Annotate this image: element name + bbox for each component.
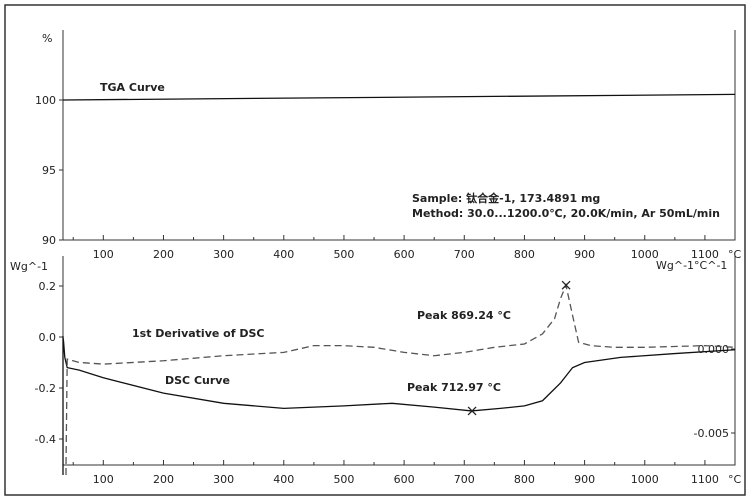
bottom-xtick-label: 700 bbox=[454, 473, 475, 486]
top-xtick-label: 1000 bbox=[631, 248, 659, 261]
top-xtick-label: 600 bbox=[394, 248, 415, 261]
dsc-peak-marker bbox=[467, 406, 477, 416]
bottom-xtick-label: 600 bbox=[394, 473, 415, 486]
bottom-ytick-label: 0.0 bbox=[39, 331, 57, 344]
top-xtick-label: 400 bbox=[273, 248, 294, 261]
bottom-ylabel: Wg^-1 bbox=[10, 260, 48, 273]
bottom-xtick-label: 900 bbox=[574, 473, 595, 486]
peak-dsc-label: Peak 712.97 °C bbox=[407, 381, 501, 394]
right-ytick-label: -0.005 bbox=[694, 427, 729, 440]
bottom-xtick-label: 1000 bbox=[631, 473, 659, 486]
top-axes bbox=[62, 30, 736, 241]
bottom-xtick-label: 200 bbox=[153, 473, 174, 486]
bottom-xtick-label: 300 bbox=[213, 473, 234, 486]
bottom-ytick-label: 0.2 bbox=[39, 280, 57, 293]
sample-text: Sample: 钛合金-1, 173.4891 mg bbox=[412, 191, 600, 205]
outer-frame bbox=[4, 4, 746, 496]
top-ytick-label: 100 bbox=[35, 94, 56, 107]
top-xtick-label: 900 bbox=[574, 248, 595, 261]
top-ylabel: % bbox=[42, 32, 52, 45]
top-ytick-label: 90 bbox=[42, 234, 56, 247]
right-ytick-label: 0.000 bbox=[698, 343, 730, 356]
top-xtick-label: 800 bbox=[514, 248, 535, 261]
tga-curve bbox=[62, 93, 736, 101]
bottom-xtick-label: 500 bbox=[333, 473, 354, 486]
bottom-xunit: °C bbox=[728, 473, 742, 486]
bottom-ytick-label: -0.4 bbox=[35, 433, 56, 446]
top-xtick-label: 500 bbox=[333, 248, 354, 261]
bottom-xtick-label: 100 bbox=[93, 473, 114, 486]
bottom-xtick-label: 1100 bbox=[691, 473, 719, 486]
bottom-xtick-label: 800 bbox=[514, 473, 535, 486]
derivative-curve bbox=[65, 282, 736, 475]
right-ylabel: Wg^-1°C^-1 bbox=[656, 259, 727, 272]
peak-deriv-label: Peak 869.24 °C bbox=[417, 309, 511, 322]
top-xtick-label: 200 bbox=[153, 248, 174, 261]
bottom-xtick-label: 400 bbox=[273, 473, 294, 486]
derivative-peak-marker bbox=[561, 280, 571, 290]
top-xtick-label: 700 bbox=[454, 248, 475, 261]
top-ytick-label: 95 bbox=[42, 164, 56, 177]
method-text: Method: 30.0...1200.0℃, 20.0K/min, Ar 50… bbox=[412, 207, 720, 220]
top-xtick-label: 100 bbox=[93, 248, 114, 261]
bottom-ytick-label: -0.2 bbox=[35, 382, 56, 395]
top-xtick-label: 1100 bbox=[691, 248, 719, 261]
top-xunit: °C bbox=[728, 248, 742, 261]
dsc-label: DSC Curve bbox=[165, 374, 230, 387]
tga-label: TGA Curve bbox=[100, 81, 165, 94]
dsc-curve bbox=[62, 336, 736, 475]
top-xtick-label: 300 bbox=[213, 248, 234, 261]
derivative-label: 1st Derivative of DSC bbox=[132, 327, 264, 340]
